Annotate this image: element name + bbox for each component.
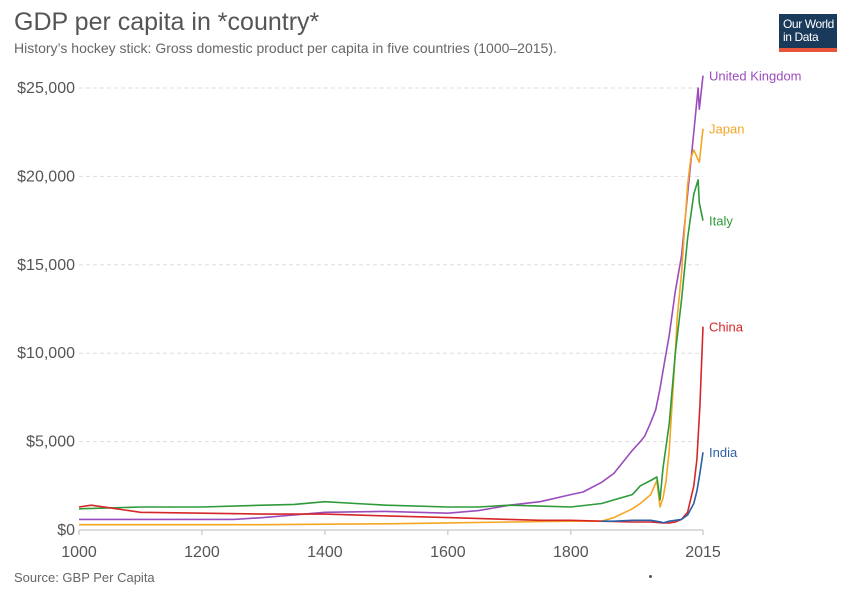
series-label-china: China — [709, 320, 744, 335]
series-line-china[interactable] — [78, 326, 704, 524]
y-tick-label: $5,000 — [26, 434, 75, 451]
series-lines — [78, 75, 704, 526]
chart-subtitle: History’s hockey stick: Gross domestic p… — [14, 40, 557, 56]
logo-line-1: Our World — [783, 17, 834, 31]
series-line-japan[interactable] — [79, 128, 704, 526]
series-line-united-kingdom[interactable] — [79, 75, 704, 521]
series-label-united-kingdom: United Kingdom — [709, 69, 802, 84]
series-line-italy[interactable] — [78, 179, 704, 510]
y-tick-label: $10,000 — [17, 345, 75, 362]
tick-and-series-labels: $0 $5,000 $10,000 $15,000 $20,000 $25,000 1000… — [17, 69, 801, 561]
series-label-japan: Japan — [709, 122, 744, 137]
grid-lines — [78, 87, 704, 535]
x-tick-label: 1000 — [61, 544, 97, 561]
logo-accent-bar — [779, 48, 837, 52]
series-label-india: India — [709, 445, 738, 460]
series-line-india[interactable] — [601, 452, 704, 524]
y-tick-label: $0 — [57, 522, 75, 539]
logo-line-2: in Data — [783, 30, 819, 44]
series-label-italy: Italy — [709, 214, 733, 229]
x-tick-label: 2015 — [685, 544, 721, 561]
y-tick-label: $15,000 — [17, 257, 75, 274]
decorative-dot — [649, 575, 652, 578]
chart-title: GDP per capita in *country* — [14, 8, 320, 36]
our-world-in-data-logo[interactable]: Our World in Data — [779, 14, 837, 52]
x-tick-label: 1600 — [430, 544, 466, 561]
x-tick-label: 1200 — [184, 544, 220, 561]
y-tick-label: $25,000 — [17, 80, 75, 97]
x-tick-label: 1800 — [553, 544, 589, 561]
y-tick-label: $20,000 — [17, 168, 75, 185]
x-tick-label: 1400 — [307, 544, 343, 561]
source-note: Source: GBP Per Capita — [14, 570, 155, 585]
